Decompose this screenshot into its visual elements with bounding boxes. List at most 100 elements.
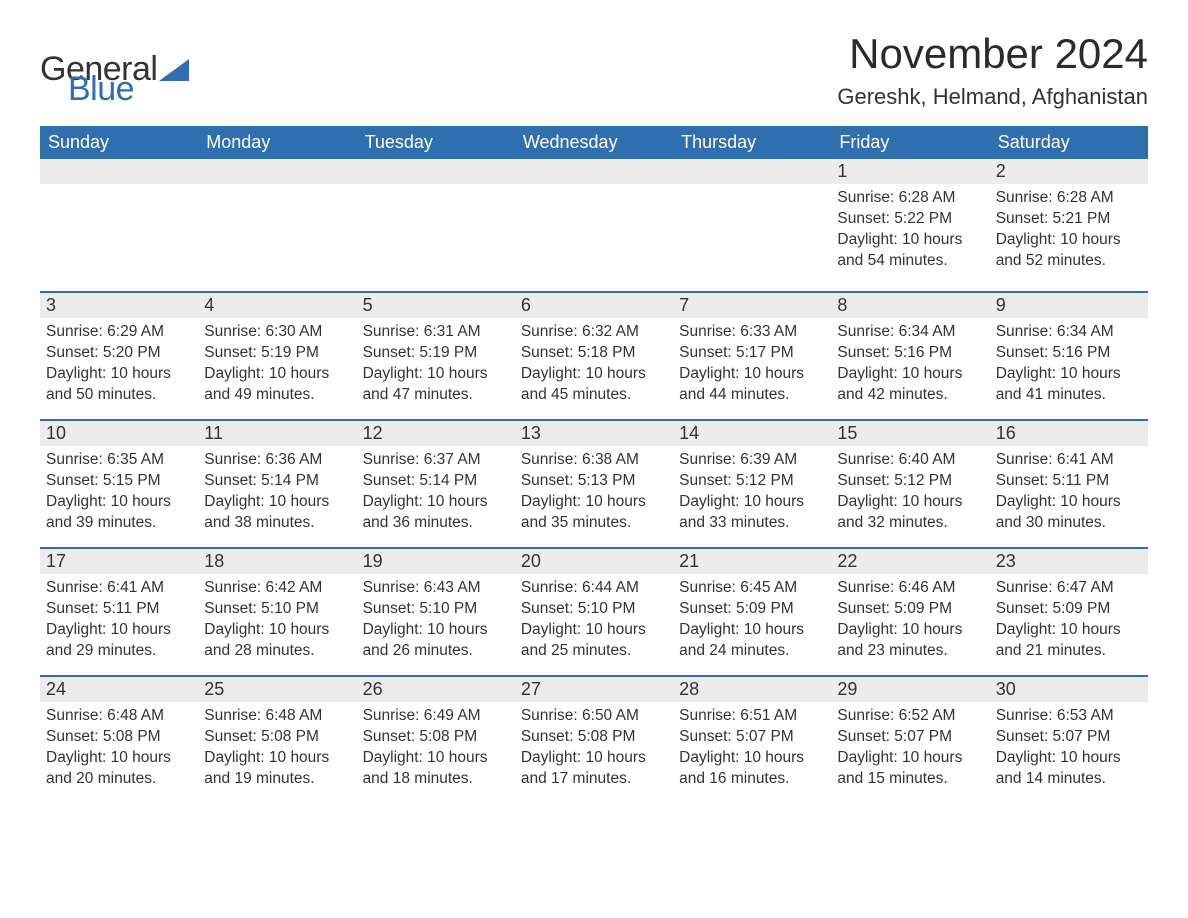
sunrise-text: Sunrise: 6:51 AM: [679, 706, 825, 727]
day-details: Sunrise: 6:51 AMSunset: 5:07 PMDaylight:…: [673, 702, 831, 796]
calendar-day-cell: 28Sunrise: 6:51 AMSunset: 5:07 PMDayligh…: [673, 675, 831, 803]
sunrise-text: Sunrise: 6:49 AM: [363, 706, 509, 727]
daylight-text: Daylight: 10 hours and 21 minutes.: [996, 620, 1142, 662]
day-number: 17: [40, 547, 198, 574]
sunset-text: Sunset: 5:07 PM: [679, 727, 825, 748]
calendar-table: SundayMondayTuesdayWednesdayThursdayFrid…: [40, 126, 1148, 803]
sunset-text: Sunset: 5:15 PM: [46, 471, 192, 492]
sunrise-text: Sunrise: 6:48 AM: [46, 706, 192, 727]
calendar-week-row: 24Sunrise: 6:48 AMSunset: 5:08 PMDayligh…: [40, 675, 1148, 803]
weekday-header: Monday: [198, 126, 356, 159]
daylight-text: Daylight: 10 hours and 17 minutes.: [521, 748, 667, 790]
sunset-text: Sunset: 5:11 PM: [996, 471, 1142, 492]
sunset-text: Sunset: 5:16 PM: [996, 343, 1142, 364]
weekday-header: Thursday: [673, 126, 831, 159]
calendar-week-row: 10Sunrise: 6:35 AMSunset: 5:15 PMDayligh…: [40, 419, 1148, 547]
day-number: 22: [831, 547, 989, 574]
sunrise-text: Sunrise: 6:28 AM: [837, 188, 983, 209]
calendar-day-cell: 1Sunrise: 6:28 AMSunset: 5:22 PMDaylight…: [831, 159, 989, 291]
day-number-bar: [515, 159, 673, 184]
sunrise-text: Sunrise: 6:36 AM: [204, 450, 350, 471]
daylight-text: Daylight: 10 hours and 23 minutes.: [837, 620, 983, 662]
calendar-day-cell: [198, 159, 356, 291]
calendar-day-cell: 17Sunrise: 6:41 AMSunset: 5:11 PMDayligh…: [40, 547, 198, 675]
calendar-day-cell: 11Sunrise: 6:36 AMSunset: 5:14 PMDayligh…: [198, 419, 356, 547]
calendar-day-cell: 6Sunrise: 6:32 AMSunset: 5:18 PMDaylight…: [515, 291, 673, 419]
calendar-day-cell: 4Sunrise: 6:30 AMSunset: 5:19 PMDaylight…: [198, 291, 356, 419]
daylight-text: Daylight: 10 hours and 38 minutes.: [204, 492, 350, 534]
daylight-text: Daylight: 10 hours and 25 minutes.: [521, 620, 667, 662]
day-details: Sunrise: 6:43 AMSunset: 5:10 PMDaylight:…: [357, 574, 515, 668]
calendar-day-cell: 10Sunrise: 6:35 AMSunset: 5:15 PMDayligh…: [40, 419, 198, 547]
day-details: Sunrise: 6:34 AMSunset: 5:16 PMDaylight:…: [831, 318, 989, 412]
day-details: Sunrise: 6:28 AMSunset: 5:21 PMDaylight:…: [990, 184, 1148, 278]
daylight-text: Daylight: 10 hours and 50 minutes.: [46, 364, 192, 406]
calendar-day-cell: 2Sunrise: 6:28 AMSunset: 5:21 PMDaylight…: [990, 159, 1148, 291]
calendar-day-cell: 14Sunrise: 6:39 AMSunset: 5:12 PMDayligh…: [673, 419, 831, 547]
calendar-day-cell: 12Sunrise: 6:37 AMSunset: 5:14 PMDayligh…: [357, 419, 515, 547]
calendar-day-cell: 8Sunrise: 6:34 AMSunset: 5:16 PMDaylight…: [831, 291, 989, 419]
day-details: Sunrise: 6:36 AMSunset: 5:14 PMDaylight:…: [198, 446, 356, 540]
day-number: 24: [40, 675, 198, 702]
sunrise-text: Sunrise: 6:33 AM: [679, 322, 825, 343]
day-number: 3: [40, 291, 198, 318]
calendar-day-cell: 21Sunrise: 6:45 AMSunset: 5:09 PMDayligh…: [673, 547, 831, 675]
day-number-bar: [198, 159, 356, 184]
day-details: Sunrise: 6:39 AMSunset: 5:12 PMDaylight:…: [673, 446, 831, 540]
day-details: Sunrise: 6:53 AMSunset: 5:07 PMDaylight:…: [990, 702, 1148, 796]
sunset-text: Sunset: 5:08 PM: [521, 727, 667, 748]
daylight-text: Daylight: 10 hours and 47 minutes.: [363, 364, 509, 406]
daylight-text: Daylight: 10 hours and 28 minutes.: [204, 620, 350, 662]
day-number-bar: [673, 159, 831, 184]
day-number: 20: [515, 547, 673, 574]
calendar-day-cell: 15Sunrise: 6:40 AMSunset: 5:12 PMDayligh…: [831, 419, 989, 547]
sunset-text: Sunset: 5:09 PM: [837, 599, 983, 620]
calendar-week-row: 17Sunrise: 6:41 AMSunset: 5:11 PMDayligh…: [40, 547, 1148, 675]
calendar-day-cell: [40, 159, 198, 291]
daylight-text: Daylight: 10 hours and 45 minutes.: [521, 364, 667, 406]
header: General Blue November 2024 Gereshk, Helm…: [40, 30, 1148, 122]
day-details: Sunrise: 6:30 AMSunset: 5:19 PMDaylight:…: [198, 318, 356, 412]
daylight-text: Daylight: 10 hours and 33 minutes.: [679, 492, 825, 534]
calendar-day-cell: 30Sunrise: 6:53 AMSunset: 5:07 PMDayligh…: [990, 675, 1148, 803]
day-number: 8: [831, 291, 989, 318]
sunset-text: Sunset: 5:12 PM: [679, 471, 825, 492]
daylight-text: Daylight: 10 hours and 15 minutes.: [837, 748, 983, 790]
daylight-text: Daylight: 10 hours and 44 minutes.: [679, 364, 825, 406]
day-number: 14: [673, 419, 831, 446]
weekday-header: Wednesday: [515, 126, 673, 159]
sunset-text: Sunset: 5:10 PM: [363, 599, 509, 620]
day-number: 11: [198, 419, 356, 446]
day-details: Sunrise: 6:47 AMSunset: 5:09 PMDaylight:…: [990, 574, 1148, 668]
day-details: Sunrise: 6:40 AMSunset: 5:12 PMDaylight:…: [831, 446, 989, 540]
calendar-day-cell: 18Sunrise: 6:42 AMSunset: 5:10 PMDayligh…: [198, 547, 356, 675]
daylight-text: Daylight: 10 hours and 54 minutes.: [837, 230, 983, 272]
sunrise-text: Sunrise: 6:32 AM: [521, 322, 667, 343]
daylight-text: Daylight: 10 hours and 20 minutes.: [46, 748, 192, 790]
sunset-text: Sunset: 5:19 PM: [363, 343, 509, 364]
calendar-week-row: 3Sunrise: 6:29 AMSunset: 5:20 PMDaylight…: [40, 291, 1148, 419]
daylight-text: Daylight: 10 hours and 39 minutes.: [46, 492, 192, 534]
day-number: 16: [990, 419, 1148, 446]
day-details: Sunrise: 6:49 AMSunset: 5:08 PMDaylight:…: [357, 702, 515, 796]
sunset-text: Sunset: 5:08 PM: [204, 727, 350, 748]
sunset-text: Sunset: 5:19 PM: [204, 343, 350, 364]
calendar-day-cell: 9Sunrise: 6:34 AMSunset: 5:16 PMDaylight…: [990, 291, 1148, 419]
day-number: 9: [990, 291, 1148, 318]
sunrise-text: Sunrise: 6:43 AM: [363, 578, 509, 599]
weekday-header: Tuesday: [357, 126, 515, 159]
calendar-day-cell: 5Sunrise: 6:31 AMSunset: 5:19 PMDaylight…: [357, 291, 515, 419]
day-details: Sunrise: 6:33 AMSunset: 5:17 PMDaylight:…: [673, 318, 831, 412]
sunrise-text: Sunrise: 6:53 AM: [996, 706, 1142, 727]
day-number-bar: [40, 159, 198, 184]
day-number: 19: [357, 547, 515, 574]
day-details: Sunrise: 6:48 AMSunset: 5:08 PMDaylight:…: [40, 702, 198, 796]
sunrise-text: Sunrise: 6:34 AM: [996, 322, 1142, 343]
calendar-day-cell: [673, 159, 831, 291]
sunrise-text: Sunrise: 6:42 AM: [204, 578, 350, 599]
sunrise-text: Sunrise: 6:28 AM: [996, 188, 1142, 209]
day-number: 10: [40, 419, 198, 446]
sunset-text: Sunset: 5:09 PM: [996, 599, 1142, 620]
day-number: 4: [198, 291, 356, 318]
calendar-day-cell: [357, 159, 515, 291]
